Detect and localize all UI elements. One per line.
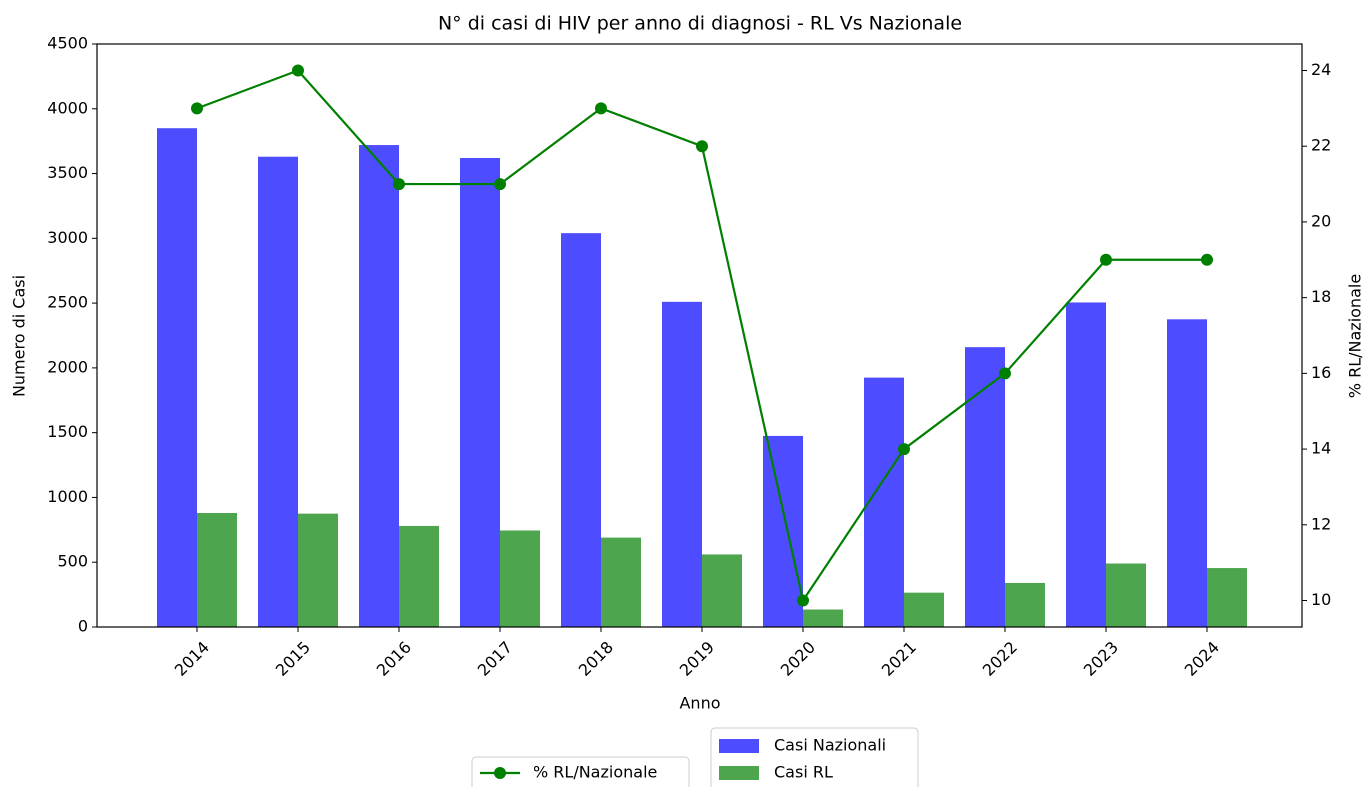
- point: [898, 443, 910, 456]
- bar: [197, 512, 237, 627]
- x-tick-label: 2023: [1080, 638, 1122, 680]
- bar: [460, 158, 500, 627]
- y2-axis-label: % RL/Nazionale: [1346, 274, 1365, 398]
- legend-swatch: [719, 766, 759, 780]
- y-tick-label: 2500: [47, 293, 88, 312]
- x-tick-label: 2014: [171, 638, 213, 680]
- bar: [1066, 302, 1106, 627]
- bar: [965, 347, 1005, 627]
- bar: [1106, 563, 1146, 627]
- y2-tick-label: 18: [1311, 287, 1331, 306]
- bar: [359, 145, 399, 627]
- legend-marker: [494, 767, 506, 779]
- bar: [662, 301, 702, 627]
- x-tick-label: 2015: [272, 638, 314, 680]
- legend-label: Casi RL: [774, 763, 833, 782]
- bar: [258, 156, 298, 628]
- bar: [601, 537, 641, 627]
- y2-tick-label: 22: [1311, 136, 1331, 155]
- y-tick-label: 4500: [47, 34, 88, 53]
- chart-title: N° di casi di HIV per anno di diagnosi -…: [438, 13, 962, 35]
- bar: [399, 525, 439, 627]
- bar: [803, 609, 843, 627]
- point: [797, 594, 809, 607]
- bar: [702, 554, 742, 627]
- bar: [500, 530, 540, 627]
- x-tick-label: 2019: [676, 638, 718, 680]
- x-tick-label: 2016: [373, 638, 415, 680]
- bar: [561, 233, 601, 627]
- point: [999, 367, 1011, 380]
- point: [292, 64, 304, 77]
- x-tick-label: 2020: [777, 638, 819, 680]
- y-axis-label: Numero di Casi: [10, 275, 29, 397]
- y2-tick-label: 24: [1311, 60, 1331, 79]
- legend-label: Casi Nazionali: [774, 736, 886, 755]
- bar: [298, 513, 338, 627]
- bar: [904, 592, 944, 627]
- bar: [1005, 582, 1045, 627]
- x-axis-label: Anno: [679, 694, 720, 713]
- x-tick-label: 2022: [979, 638, 1021, 680]
- point: [696, 140, 708, 153]
- plot-frame: [96, 43, 1303, 628]
- y-tick-label: 1000: [47, 487, 88, 506]
- bar: [1207, 568, 1247, 627]
- y2-tick-label: 10: [1311, 590, 1331, 609]
- y2-tick-label: 16: [1311, 363, 1331, 382]
- point: [494, 178, 506, 191]
- y-tick-label: 0: [78, 617, 88, 636]
- point: [1100, 253, 1112, 266]
- y-tick-label: 2000: [47, 357, 88, 376]
- point: [595, 102, 607, 115]
- y-tick-label: 3500: [47, 163, 88, 182]
- bar: [157, 128, 197, 627]
- legend-swatch: [719, 739, 759, 753]
- bar: [864, 377, 904, 627]
- x-tick-label: 2017: [474, 638, 516, 680]
- y-tick-label: 500: [57, 552, 88, 571]
- y-tick-label: 1500: [47, 422, 88, 441]
- y2-tick-label: 12: [1311, 514, 1331, 533]
- x-tick-label: 2021: [878, 638, 920, 680]
- x-tick-label: 2018: [575, 638, 617, 680]
- y2-tick-label: 20: [1311, 211, 1331, 230]
- legend-box: [471, 756, 690, 787]
- point: [191, 102, 203, 115]
- y2-tick-label: 14: [1311, 439, 1331, 458]
- point: [1201, 253, 1213, 266]
- legend-label: % RL/Nazionale: [533, 763, 657, 782]
- point: [393, 178, 405, 191]
- legend-box: [710, 727, 919, 787]
- y-tick-label: 3000: [47, 228, 88, 247]
- x-tick-label: 2024: [1181, 638, 1223, 680]
- y-tick-label: 4000: [47, 98, 88, 117]
- bar: [1167, 319, 1207, 627]
- bar: [763, 435, 803, 627]
